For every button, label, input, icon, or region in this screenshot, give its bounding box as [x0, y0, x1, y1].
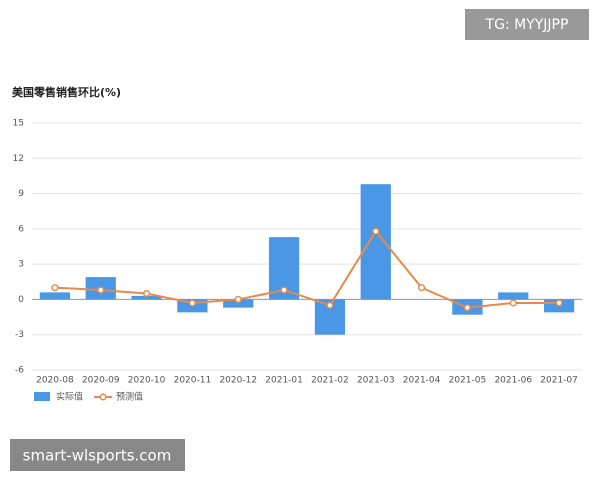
point: [555, 299, 563, 307]
overlay-text: TG: MYYJJPP: [485, 17, 569, 33]
x-tick-label: 2020-08: [36, 376, 74, 386]
x-tick-label: 2020-11: [174, 376, 212, 386]
x-tick-label: 2020-10: [128, 376, 166, 386]
y-tick-label: 12: [13, 154, 24, 164]
y-tick-label: -3: [15, 330, 24, 340]
x-tick-label: 2021-03: [357, 376, 395, 386]
point: [326, 301, 334, 309]
overlay-box: [10, 439, 185, 471]
x-tick-label: 2021-07: [540, 376, 578, 386]
bar: [223, 299, 254, 308]
y-tick-label: 9: [18, 189, 24, 199]
y-tick-label: 15: [13, 119, 24, 129]
legend-swatch: [34, 392, 50, 401]
x-tick-label: 2020-12: [219, 376, 257, 386]
chart-title: 美国零售销售环比(%): [12, 85, 121, 99]
line: [54, 229, 560, 309]
legend-label: 实际值: [56, 391, 83, 403]
x-tick-label: 2021-05: [449, 376, 487, 386]
point: [463, 304, 471, 312]
bar: [360, 184, 391, 300]
point: [97, 286, 105, 294]
point: [234, 295, 242, 303]
point: [280, 286, 288, 294]
x-tick-label: 2021-06: [494, 376, 532, 386]
y-tick-label: 6: [18, 224, 24, 234]
point: [509, 299, 517, 307]
legend-label: 预测值: [116, 391, 143, 403]
point: [372, 227, 380, 235]
y-tick-label: 3: [18, 260, 24, 270]
point: [143, 289, 151, 298]
bar: [39, 292, 71, 300]
bar: [498, 292, 529, 300]
legend-swatch: [99, 393, 107, 401]
y-tick-label: -6: [15, 366, 24, 376]
point: [418, 284, 426, 292]
x-tick-label: 2020-09: [82, 376, 120, 386]
bar: [131, 295, 162, 300]
point: [51, 284, 59, 292]
point: [188, 299, 196, 307]
overlay-text: smart-wlsports.com: [23, 447, 172, 465]
x-tick-label: 2021-01: [265, 376, 303, 386]
x-tick-label: 2021-04: [403, 376, 441, 386]
y-tick-label: 0: [18, 295, 24, 305]
overlay-box: [465, 9, 589, 40]
x-tick-label: 2021-02: [311, 376, 349, 386]
